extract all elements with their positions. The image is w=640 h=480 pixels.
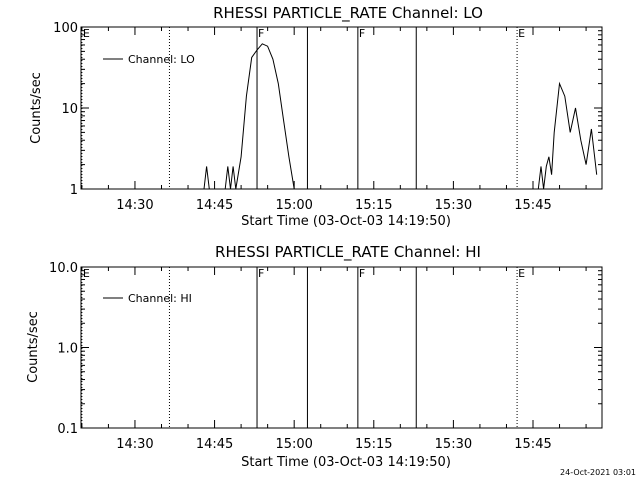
plot-frame bbox=[80, 26, 603, 190]
y-tick-label: 10 bbox=[61, 102, 78, 117]
y-tick-label: 0.1 bbox=[57, 422, 78, 437]
data-series-line bbox=[537, 81, 598, 190]
event-marker-label: F bbox=[359, 267, 365, 280]
y-tick-label: 1.0 bbox=[57, 342, 78, 357]
event-marker-label: E bbox=[518, 267, 525, 280]
x-tick-label: 15:00 bbox=[275, 198, 312, 213]
chart-title: RHESSI PARTICLE_RATE Channel: LO bbox=[213, 4, 483, 23]
event-marker-label: E bbox=[83, 27, 90, 40]
x-tick-label: 15:15 bbox=[355, 198, 392, 213]
event-marker-label: E bbox=[518, 27, 525, 40]
x-tick-label: 14:45 bbox=[196, 198, 233, 213]
chart-title: RHESSI PARTICLE_RATE Channel: HI bbox=[215, 243, 481, 262]
event-marker-label: F bbox=[258, 27, 264, 40]
x-tick-label: 15:15 bbox=[355, 437, 392, 452]
y-axis-label: Counts/sec bbox=[26, 311, 41, 383]
legend: Channel: LO bbox=[103, 53, 195, 66]
x-tick-label: 14:45 bbox=[196, 437, 233, 452]
x-tick-label: 15:30 bbox=[435, 198, 472, 213]
x-tick-label: 15:30 bbox=[435, 437, 472, 452]
event-marker-label: F bbox=[258, 267, 264, 280]
data-series-line bbox=[203, 43, 295, 190]
chart-panel-lo: RHESSI PARTICLE_RATE Channel: LO Counts/… bbox=[29, 4, 603, 229]
y-axis-label: Counts/sec bbox=[29, 72, 44, 144]
y-tick-label: 1 bbox=[70, 183, 78, 198]
x-tick-label: 14:30 bbox=[116, 198, 153, 213]
legend: Channel: HI bbox=[103, 292, 192, 305]
event-marker-label: E bbox=[83, 267, 90, 280]
x-axis-label: Start Time (03-Oct-03 14:19:50) bbox=[241, 214, 451, 229]
y-tick-label: 10.0 bbox=[49, 261, 78, 276]
x-tick-label: 15:45 bbox=[514, 437, 551, 452]
event-marker-label: F bbox=[359, 27, 365, 40]
x-tick-label: 15:00 bbox=[275, 437, 312, 452]
timestamp: 24-Oct-2021 03:01 bbox=[560, 468, 636, 477]
legend-label: Channel: HI bbox=[128, 292, 192, 305]
legend-label: Channel: LO bbox=[128, 53, 195, 66]
x-axis-label: Start Time (03-Oct-03 14:19:50) bbox=[241, 455, 451, 470]
chart-panel-hi: RHESSI PARTICLE_RATE Channel: HI Counts/… bbox=[26, 243, 603, 470]
x-tick-label: 15:45 bbox=[514, 198, 551, 213]
x-tick-label: 14:30 bbox=[116, 437, 153, 452]
y-tick-label: 100 bbox=[53, 21, 78, 36]
